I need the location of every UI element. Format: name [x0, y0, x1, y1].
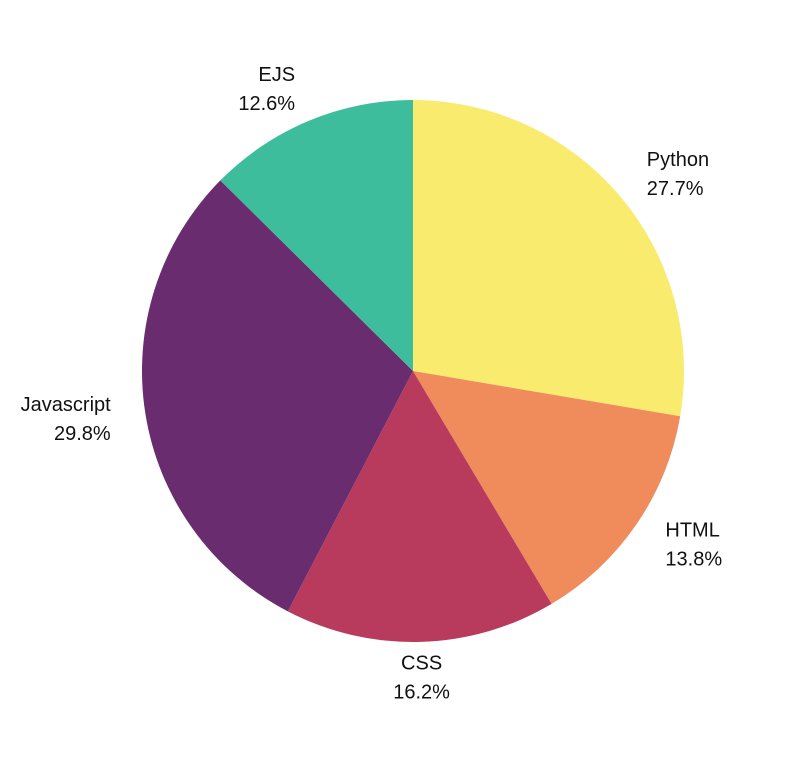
- slice-label-javascript: Javascript 29.8%: [21, 394, 111, 445]
- slice-category-label: CSS: [401, 652, 442, 674]
- slice-label-html: HTML 13.8%: [665, 520, 722, 571]
- slice-label-css: CSS 16.2%: [393, 652, 450, 703]
- slice-javascript: [141, 180, 413, 612]
- slice-category-label: Javascript: [21, 394, 111, 416]
- pie-labels: Python 27.7% HTML 13.8% CSS 16.2% Javascript 29…: [21, 64, 723, 703]
- slice-percent-label: 12.6%: [238, 93, 295, 115]
- slice-percent-label: 27.7%: [647, 178, 704, 200]
- slice-category-label: HTML: [665, 520, 719, 542]
- slice-python: [413, 100, 685, 417]
- slice-css: [287, 371, 552, 642]
- slice-percent-label: 29.8%: [54, 423, 111, 445]
- slice-percent-label: 13.8%: [665, 549, 722, 571]
- slice-html: [413, 371, 681, 604]
- slice-ejs: [220, 100, 413, 371]
- slice-percent-label: 16.2%: [393, 681, 450, 703]
- slice-label-ejs: EJS 12.6%: [238, 64, 295, 115]
- pie-slices: [141, 100, 685, 642]
- slice-category-label: EJS: [258, 64, 295, 86]
- slice-category-label: Python: [647, 149, 709, 171]
- slice-label-python: Python 27.7%: [647, 149, 709, 200]
